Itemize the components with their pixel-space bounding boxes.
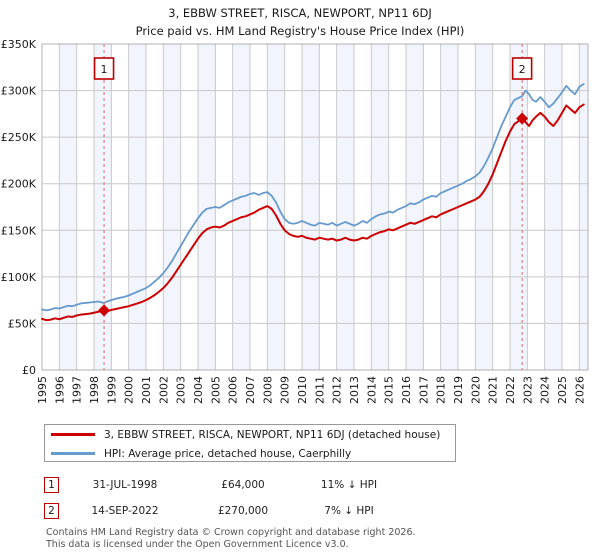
x-axis-tick-label: 2018	[435, 376, 448, 404]
x-axis-tick-label: 2004	[192, 376, 205, 404]
x-axis-tick-label: 2000	[123, 376, 136, 404]
year-band	[302, 44, 320, 370]
property-price-line	[41, 103, 585, 322]
legend-label-property: 3, EBBW STREET, RISCA, NEWPORT, NP11 6DJ…	[104, 428, 441, 441]
year-band	[475, 44, 493, 370]
y-axis-tick-label: £50K	[8, 317, 37, 330]
year-band	[232, 44, 250, 370]
x-axis-tick-label: 2005	[209, 376, 222, 404]
footer-line-2: This data is licensed under the Open Gov…	[46, 538, 349, 550]
x-axis-tick-label: 2025	[556, 376, 569, 404]
y-axis-tick-label: £350K	[1, 38, 37, 51]
plot-border	[41, 43, 589, 371]
y-axis-tick-label: £250K	[1, 131, 37, 144]
sale-marker-box[interactable]	[93, 57, 115, 80]
x-axis-tick-label: 1995	[36, 376, 49, 404]
year-band	[128, 44, 146, 370]
sale-price-2: £270,000	[217, 505, 269, 517]
x-axis-tick-label: 2010	[296, 376, 309, 404]
sale-annotation-row-2: 2 14-SEP-2022 £270,000 7% ↓ HPI	[44, 500, 403, 522]
y-axis-tick-label: £0	[22, 364, 36, 377]
year-band	[94, 44, 112, 370]
year-band	[544, 44, 562, 370]
x-axis-tick-label: 1999	[105, 376, 118, 404]
x-axis-tick-label: 1997	[71, 376, 84, 404]
x-axis-tick-label: 2008	[261, 376, 274, 404]
sale-marker-box-label: 2	[519, 63, 526, 76]
y-axis-tick-label: £100K	[1, 271, 37, 284]
copyright-footer: Contains HM Land Registry data © Crown c…	[46, 527, 586, 550]
x-axis-tick-label: 2013	[348, 376, 361, 404]
year-band	[336, 44, 354, 370]
legend-swatch-property	[51, 433, 95, 436]
chart-legend: 3, EBBW STREET, RISCA, NEWPORT, NP11 6DJ…	[44, 424, 456, 462]
sale-date-1: 31-JUL-1998	[92, 479, 158, 491]
sale-marker-box-label: 1	[101, 63, 108, 76]
x-axis-tick-label: 2023	[521, 376, 534, 404]
x-axis-tick-label: 2007	[244, 376, 257, 404]
x-axis-tick-label: 2021	[487, 376, 500, 404]
y-axis-tick-label: £300K	[1, 85, 37, 98]
y-axis-tick-label: £150K	[1, 224, 37, 237]
chart-title-block: 3, EBBW STREET, RISCA, NEWPORT, NP11 6DJ…	[0, 4, 600, 40]
footer-line-1: Contains HM Land Registry data © Crown c…	[46, 527, 416, 538]
year-band	[579, 44, 588, 370]
x-axis-tick-label: 2009	[279, 376, 292, 404]
legend-label-hpi: HPI: Average price, detached house, Caer…	[104, 447, 352, 460]
x-axis-tick-label: 2011	[313, 376, 326, 404]
year-band	[163, 44, 181, 370]
year-band	[59, 44, 77, 370]
sale-point-marker[interactable]	[98, 304, 111, 317]
x-axis-tick-label: 2001	[140, 376, 153, 404]
page-subtitle: Price paid vs. HM Land Registry's House …	[135, 24, 465, 38]
sale-date-2: 14-SEP-2022	[91, 505, 159, 517]
x-axis-tick-label: 2019	[452, 376, 465, 404]
x-axis-tick-label: 2024	[539, 376, 552, 404]
sale-price-1: £64,000	[221, 479, 265, 491]
legend-swatch-hpi	[51, 452, 95, 455]
sale-hpi-delta-2: 7% ↓ HPI	[324, 505, 374, 517]
sale-point-marker[interactable]	[516, 112, 529, 125]
x-axis-tick-label: 1996	[53, 376, 66, 404]
sale-marker-number-2: 2	[44, 503, 59, 519]
sale-annotation-row-1: 1 31-JUL-1998 £64,000 11% ↓ HPI	[44, 474, 403, 496]
year-band	[198, 44, 216, 370]
hpi-average-line	[41, 83, 585, 312]
price-chart-plot: £0 £50K £100K £150K £200K £250K £300K £350K 1995…	[1, 38, 589, 404]
page-title: 3, EBBW STREET, RISCA, NEWPORT, NP11 6DJ	[168, 6, 432, 20]
x-axis-tick-label: 2006	[227, 376, 240, 404]
x-axis-tick-label: 2026	[573, 376, 586, 404]
x-axis-tick-label: 2003	[175, 376, 188, 404]
y-axis-tick-label: £200K	[1, 178, 37, 191]
x-axis-tick-label: 2012	[331, 376, 344, 404]
year-band	[267, 44, 285, 370]
year-band	[371, 44, 389, 370]
x-axis-tick-label: 1998	[88, 376, 101, 404]
legend-item-hpi: HPI: Average price, detached house, Caer…	[45, 444, 455, 463]
x-axis-tick-label: 2020	[469, 376, 482, 404]
legend-item-property: 3, EBBW STREET, RISCA, NEWPORT, NP11 6DJ…	[45, 425, 455, 444]
x-axis-tick-label: 2016	[400, 376, 413, 404]
x-axis-tick-label: 2014	[365, 376, 378, 404]
sale-hpi-delta-1: 11% ↓ HPI	[320, 479, 378, 491]
year-band	[440, 44, 458, 370]
x-axis-tick-label: 2022	[504, 376, 517, 404]
sale-marker-number-1: 1	[44, 477, 59, 493]
sale-marker-box[interactable]	[511, 57, 533, 80]
year-band	[406, 44, 424, 370]
x-axis-tick-label: 2017	[417, 376, 430, 404]
x-axis-tick-label: 2015	[383, 376, 396, 404]
x-axis-tick-label: 2002	[157, 376, 170, 404]
